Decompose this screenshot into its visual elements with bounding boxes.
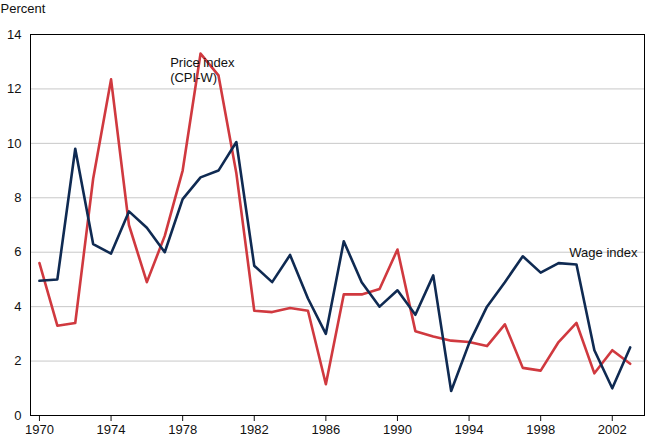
svg-text:1978: 1978: [168, 422, 197, 437]
svg-text:12: 12: [7, 81, 21, 96]
svg-text:1990: 1990: [383, 422, 412, 437]
svg-text:2: 2: [14, 353, 21, 368]
svg-text:Percent: Percent: [1, 1, 46, 16]
svg-text:8: 8: [14, 190, 21, 205]
svg-text:6: 6: [14, 244, 21, 259]
svg-text:1994: 1994: [455, 422, 484, 437]
svg-text:1982: 1982: [240, 422, 269, 437]
svg-text:0: 0: [14, 408, 21, 423]
svg-text:4: 4: [14, 299, 21, 314]
svg-text:10: 10: [7, 136, 21, 151]
svg-text:1986: 1986: [311, 422, 340, 437]
svg-text:Wage index: Wage index: [569, 245, 638, 260]
svg-text:1998: 1998: [526, 422, 555, 437]
svg-text:14: 14: [7, 27, 21, 42]
svg-text:Price index(CPI-W): Price index(CPI-W): [170, 55, 235, 84]
svg-text:1970: 1970: [25, 422, 54, 437]
svg-text:1974: 1974: [97, 422, 126, 437]
svg-text:2002: 2002: [598, 422, 627, 437]
